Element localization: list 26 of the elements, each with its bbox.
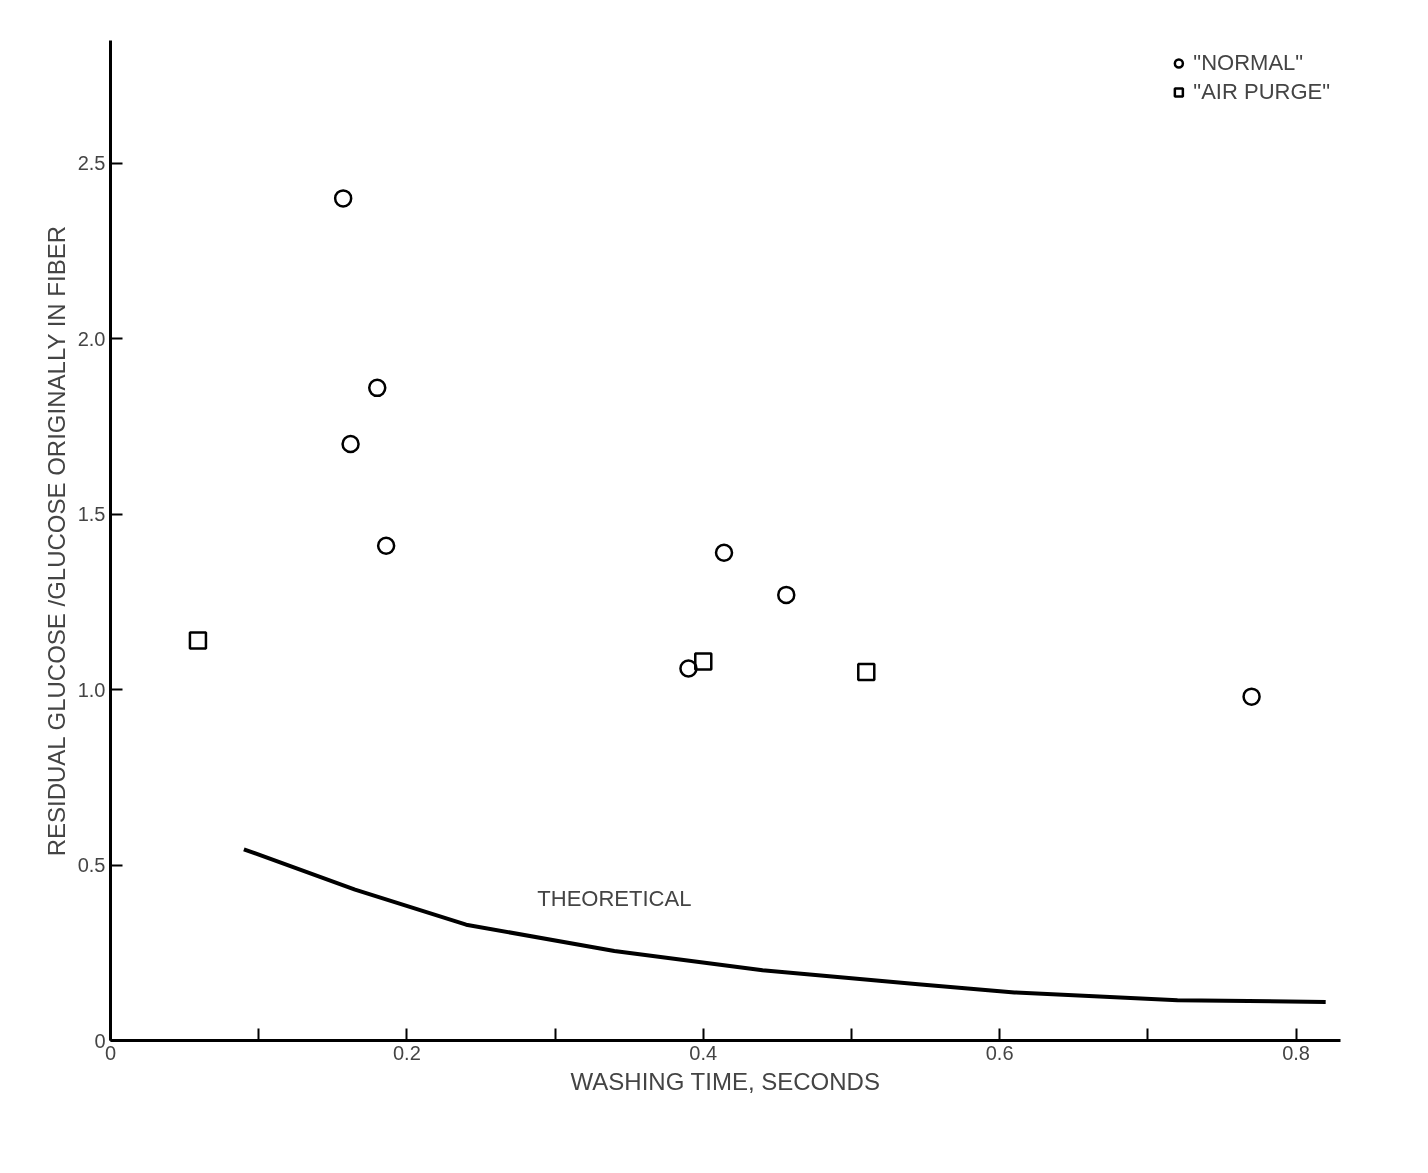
y-axis-title: RESIDUAL GLUCOSE /GLUCOSE ORIGINALLY IN FIBER [42, 225, 70, 857]
line-series [241, 847, 1328, 1004]
x-tick-label: 0.4 [689, 1041, 718, 1064]
point [857, 662, 876, 682]
legend-label: "NORMAL" [1193, 50, 1304, 76]
x-axis-title: WASHING TIME, SECONDS [570, 1067, 880, 1095]
point [333, 189, 353, 208]
point [694, 652, 713, 671]
point [368, 378, 387, 398]
point [341, 434, 360, 454]
point [777, 585, 796, 605]
point [188, 631, 208, 650]
y-tick-label: 1.5 [77, 503, 106, 526]
point [714, 543, 734, 563]
y-tick-label: 2.0 [77, 327, 106, 350]
point [1242, 687, 1261, 706]
point [376, 536, 396, 555]
x-tick-label: 0.2 [392, 1041, 421, 1064]
x-tick-label: 0.8 [1282, 1041, 1310, 1064]
y-tick-label: 1.0 [77, 678, 106, 701]
annotation: THEORETICAL [537, 886, 692, 912]
y-tick-label: 0.5 [77, 854, 106, 877]
x-tick-label: 0.6 [985, 1041, 1014, 1064]
point [679, 659, 698, 678]
y-tick-label: 2.5 [77, 152, 106, 175]
legend-label: "AIR PURGE" [1193, 79, 1330, 105]
